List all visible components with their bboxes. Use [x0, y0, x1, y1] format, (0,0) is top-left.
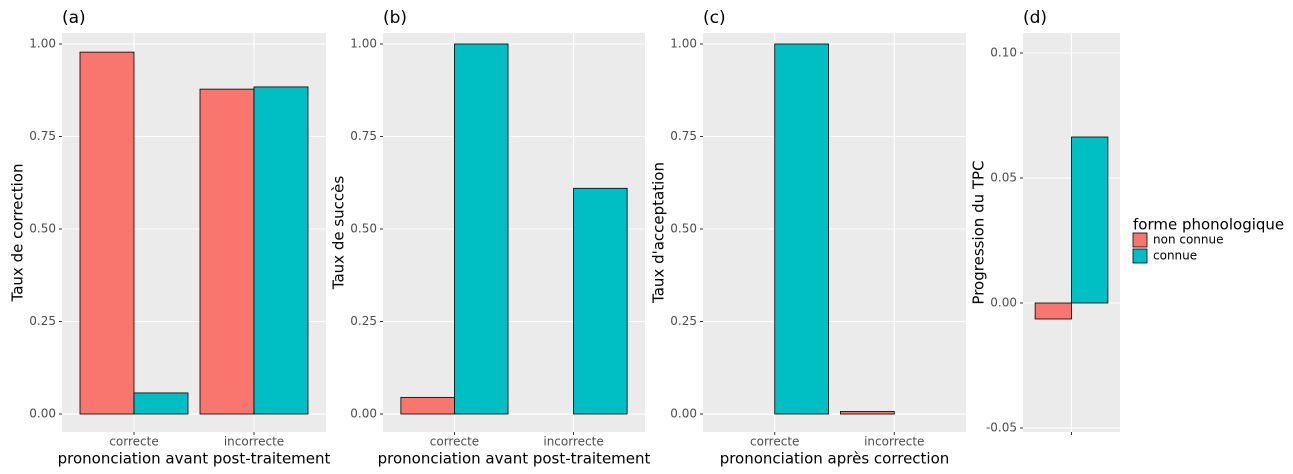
- bar: [1071, 136, 1109, 304]
- x-tick-label: correcte: [109, 435, 158, 449]
- y-tick-label: 0.00: [350, 407, 377, 421]
- legend-label: connue: [1153, 249, 1197, 263]
- panel-title: (c): [703, 8, 726, 28]
- y-axis-label: Taux de correction: [9, 164, 27, 303]
- x-tick-label: incorrecte: [543, 435, 603, 449]
- bar: [840, 411, 895, 415]
- y-tick-label: 0.25: [670, 314, 697, 328]
- y-tick-label: 0.75: [29, 129, 56, 143]
- panel-title: (b): [383, 8, 407, 28]
- y-tick-label: 0.00: [29, 407, 56, 421]
- y-tick-label: 1.00: [29, 36, 56, 50]
- y-tick-label: 0.25: [350, 314, 377, 328]
- y-tick-label: 0.05: [990, 171, 1017, 185]
- bar: [573, 187, 628, 415]
- bar: [774, 43, 829, 415]
- legend-key: [1132, 232, 1148, 248]
- panel-title: (d): [1023, 8, 1047, 28]
- x-axis-label: prononciation avant post-traitement: [58, 450, 331, 468]
- x-tick-label: incorrecte: [224, 435, 284, 449]
- bar: [1034, 302, 1072, 320]
- x-tick-label: correcte: [430, 435, 479, 449]
- legend-key: [1132, 248, 1148, 264]
- bar: [133, 392, 189, 415]
- panel-title: (a): [62, 8, 86, 28]
- y-tick-label: -0.05: [986, 421, 1017, 435]
- bar: [79, 51, 135, 415]
- y-tick-label: 0.75: [670, 129, 697, 143]
- legend-label: non connue: [1153, 233, 1224, 247]
- legend-title: forme phonologique: [1133, 216, 1284, 234]
- x-tick-label: correcte: [750, 435, 799, 449]
- x-axis-label: prononciation après correction: [720, 450, 950, 468]
- y-tick-label: 1.00: [670, 36, 697, 50]
- y-tick-label: 0.00: [990, 296, 1017, 310]
- y-tick-label: 0.25: [29, 314, 56, 328]
- bar: [454, 43, 509, 415]
- x-axis-label: prononciation avant post-traitement: [378, 450, 651, 468]
- y-axis-label: Taux d'acceptation: [650, 162, 668, 304]
- y-tick-label: 1.00: [350, 36, 377, 50]
- y-tick-label: 0.10: [990, 46, 1017, 60]
- bar: [253, 86, 309, 415]
- y-tick-label: 0.50: [350, 222, 377, 236]
- y-tick-label: 0.75: [350, 129, 377, 143]
- bar: [400, 396, 455, 415]
- y-axis-label: Progression du TPC: [970, 160, 988, 304]
- plot-background: [703, 33, 966, 432]
- y-axis-label: Taux de succès: [330, 176, 348, 291]
- y-tick-label: 0.50: [29, 222, 56, 236]
- y-tick-label: 0.50: [670, 222, 697, 236]
- x-tick-label: incorrecte: [864, 435, 924, 449]
- bar: [199, 88, 255, 415]
- y-tick-label: 0.00: [670, 407, 697, 421]
